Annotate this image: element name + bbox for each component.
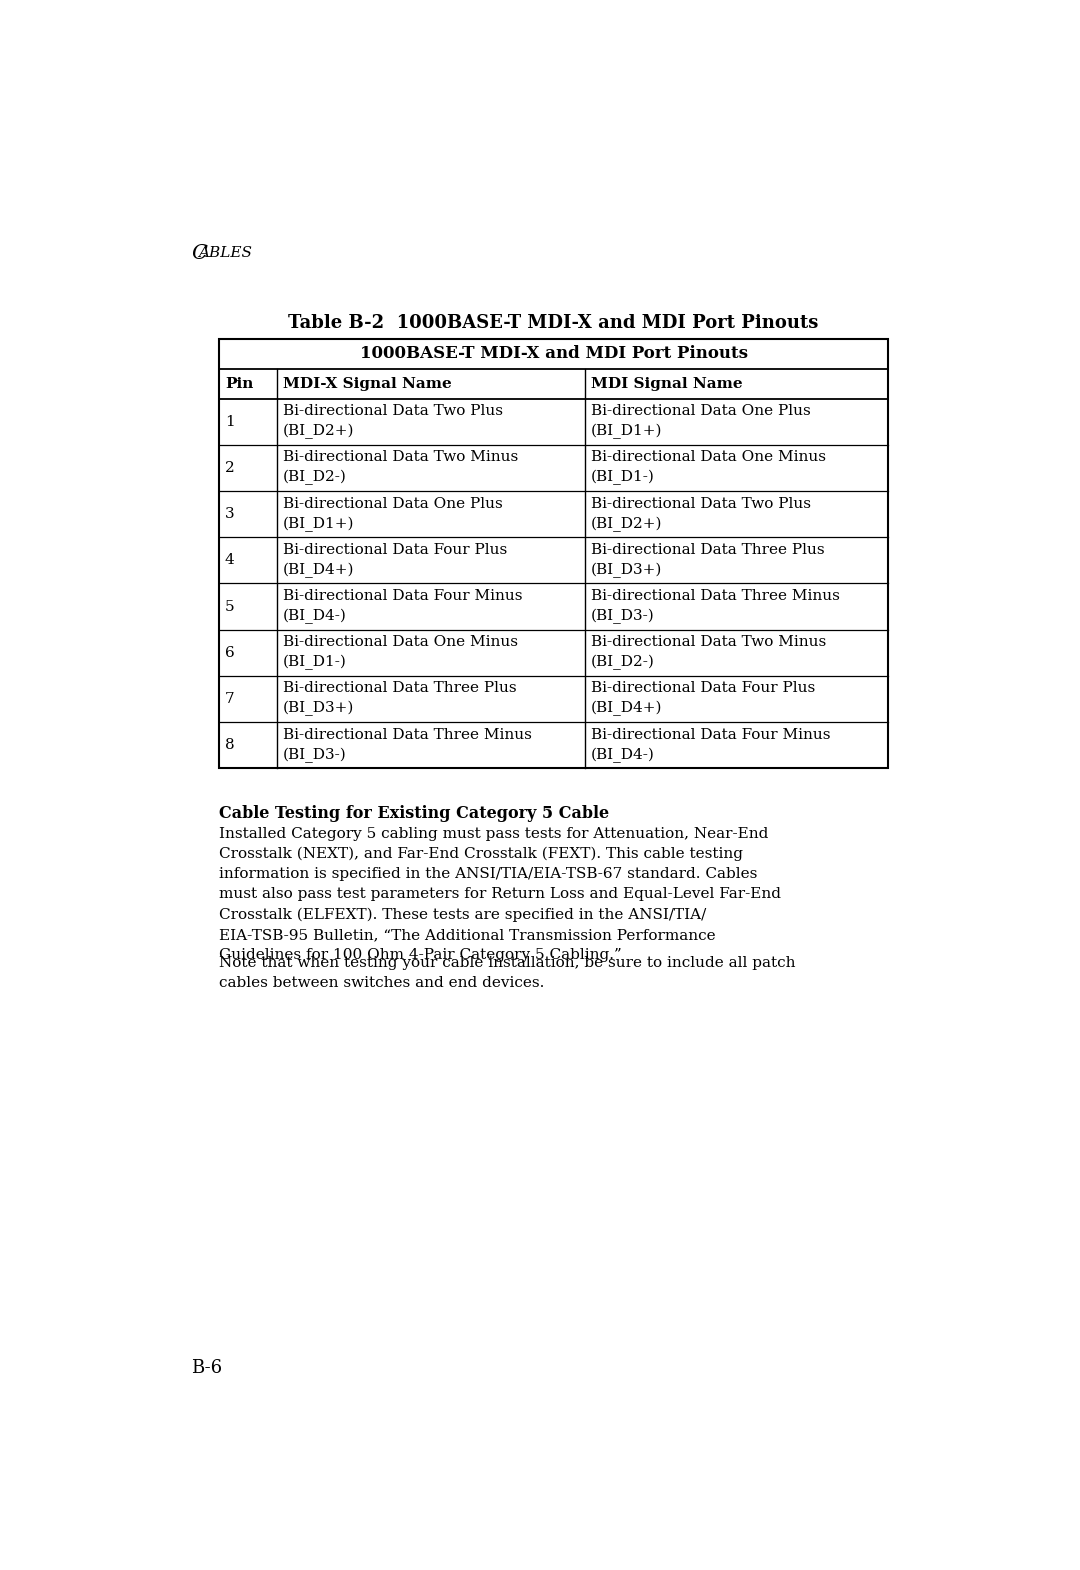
Text: Bi-directional Data Four Plus
(BI_D4+): Bi-directional Data Four Plus (BI_D4+) — [591, 681, 815, 716]
Text: Note that when testing your cable installation, be sure to include all patch
cab: Note that when testing your cable instal… — [218, 956, 795, 991]
Text: Bi-directional Data Three Minus
(BI_D3-): Bi-directional Data Three Minus (BI_D3-) — [591, 589, 839, 623]
Bar — [218, 339, 888, 768]
Text: 2: 2 — [225, 462, 234, 474]
Text: 6: 6 — [225, 645, 234, 659]
Text: Bi-directional Data Four Minus
(BI_D4-): Bi-directional Data Four Minus (BI_D4-) — [283, 589, 523, 623]
Text: Table B-2  1000BASE-T MDI-X and MDI Port Pinouts: Table B-2 1000BASE-T MDI-X and MDI Port … — [288, 314, 819, 331]
Text: 4: 4 — [225, 553, 234, 567]
Text: Bi-directional Data Two Minus
(BI_D2-): Bi-directional Data Two Minus (BI_D2-) — [283, 451, 518, 485]
Text: 3: 3 — [225, 507, 234, 521]
Text: Bi-directional Data Three Minus
(BI_D3-): Bi-directional Data Three Minus (BI_D3-) — [283, 727, 531, 763]
Text: Cable Testing for Existing Category 5 Cable: Cable Testing for Existing Category 5 Ca… — [218, 805, 609, 823]
Text: Bi-directional Data Two Plus
(BI_D2+): Bi-directional Data Two Plus (BI_D2+) — [283, 403, 503, 440]
Text: 8: 8 — [225, 738, 234, 752]
Text: Bi-directional Data Four Plus
(BI_D4+): Bi-directional Data Four Plus (BI_D4+) — [283, 543, 508, 578]
Text: 1000BASE-T MDI-X and MDI Port Pinouts: 1000BASE-T MDI-X and MDI Port Pinouts — [360, 345, 747, 363]
Text: B-6: B-6 — [191, 1358, 221, 1377]
Text: 5: 5 — [225, 600, 234, 614]
Text: Bi-directional Data One Minus
(BI_D1-): Bi-directional Data One Minus (BI_D1-) — [283, 636, 518, 670]
Text: Pin: Pin — [225, 377, 254, 391]
Text: Bi-directional Data Two Minus
(BI_D2-): Bi-directional Data Two Minus (BI_D2-) — [591, 636, 826, 670]
Text: Bi-directional Data One Plus
(BI_D1+): Bi-directional Data One Plus (BI_D1+) — [283, 496, 503, 532]
Text: Bi-directional Data Four Minus
(BI_D4-): Bi-directional Data Four Minus (BI_D4-) — [591, 727, 831, 763]
Text: 7: 7 — [225, 692, 234, 706]
Text: Bi-directional Data Two Plus
(BI_D2+): Bi-directional Data Two Plus (BI_D2+) — [591, 496, 811, 532]
Text: MDI-X Signal Name: MDI-X Signal Name — [283, 377, 451, 391]
Text: Bi-directional Data Three Plus
(BI_D3+): Bi-directional Data Three Plus (BI_D3+) — [283, 681, 516, 716]
Text: C: C — [191, 243, 206, 262]
Text: Installed Category 5 cabling must pass tests for Attenuation, Near-End
Crosstalk: Installed Category 5 cabling must pass t… — [218, 827, 781, 962]
Text: 1: 1 — [225, 414, 234, 429]
Text: Bi-directional Data One Plus
(BI_D1+): Bi-directional Data One Plus (BI_D1+) — [591, 403, 810, 440]
Text: MDI Signal Name: MDI Signal Name — [591, 377, 742, 391]
Text: Bi-directional Data Three Plus
(BI_D3+): Bi-directional Data Three Plus (BI_D3+) — [591, 543, 824, 578]
Text: Bi-directional Data One Minus
(BI_D1-): Bi-directional Data One Minus (BI_D1-) — [591, 451, 826, 485]
Text: ABLES: ABLES — [199, 246, 253, 261]
